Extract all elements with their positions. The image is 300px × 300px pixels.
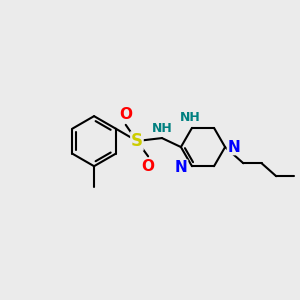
Text: NH: NH [180, 111, 201, 124]
Text: O: O [142, 159, 154, 174]
Text: N: N [227, 140, 240, 154]
Text: S: S [131, 132, 143, 150]
Text: NH: NH [152, 122, 172, 134]
Text: O: O [119, 107, 132, 122]
Text: N: N [175, 160, 188, 175]
